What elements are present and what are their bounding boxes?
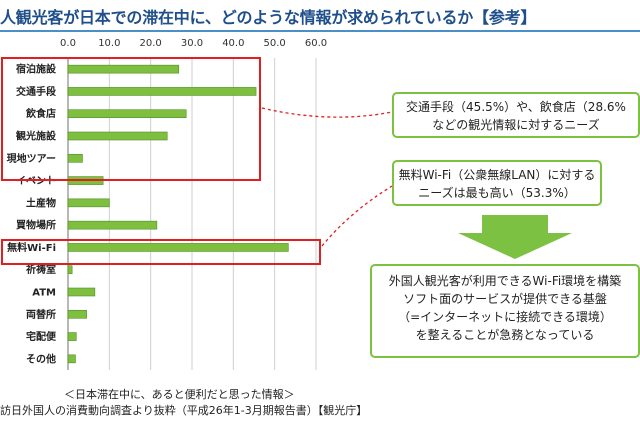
bar (67, 153, 83, 163)
callout-1-line-1: 交通手段（45.5%）や、飲食店（28.6% (406, 100, 626, 114)
source-note: 訪日外国人の消費動向調査より抜粋（平成26年1-3月期報告書）【観光庁】 (0, 404, 368, 417)
chart-caption: ＜日本滞在中に、あると便利だと思った情報＞ (64, 388, 295, 401)
bar (67, 287, 96, 297)
bar (67, 243, 289, 252)
x-tick-label: 10.0 (98, 38, 120, 49)
bar (67, 87, 257, 96)
callout-3-line-4: を整えることが急務となっている (415, 328, 595, 342)
category-label: 買物場所 (16, 219, 56, 232)
bar (67, 309, 87, 319)
category-label: 宅配便 (26, 330, 57, 343)
callout-2-line-2: ニーズは最も高い（53.3%） (418, 186, 576, 200)
category-label: 飲食店 (25, 107, 56, 120)
callout-1-line-2: などの観光情報に対するニーズ (432, 118, 600, 132)
callout-2-line-1: 無料Wi-Fi（公衆無線LAN）に対する (398, 168, 596, 182)
connector-wifi (321, 185, 393, 247)
bar (67, 131, 168, 141)
grid-layer (67, 58, 317, 370)
callout-3-line-3: （=インターネットに接続できる環境） (398, 310, 612, 324)
bar-layer (67, 64, 289, 364)
bar (67, 220, 158, 230)
connector-top (261, 107, 393, 118)
title-rule (0, 30, 640, 32)
bar (67, 64, 180, 74)
x-tick-label: 50.0 (264, 38, 286, 49)
tick-layer: 0.0 10.0 20.0 30.0 40.0 50.0 60.0 (60, 38, 327, 49)
callout-3-line-2: ソフト面のサービスが提供できる基盤 (403, 292, 607, 306)
page-title: 人観光客が日本での滞在中に、どのような情報が求められているか【参考】 (0, 8, 537, 27)
callout-box-2: 無料Wi-Fi（公衆無線LAN）に対する ニーズは最も高い（53.3%） (392, 160, 602, 206)
x-tick-label: 60.0 (305, 38, 327, 49)
highlight-frame-top (1, 57, 261, 181)
category-label: 両替所 (26, 308, 56, 321)
category-label: ATM (32, 288, 56, 299)
category-label: イベント (16, 175, 56, 187)
callout-box-3: 外国人観光客が利用できるWi-Fi環境を構築 ソフト面のサービスが提供できる基盤… (370, 264, 640, 358)
x-tick-label: 40.0 (222, 38, 244, 49)
category-label: 祈祷室 (26, 263, 56, 276)
category-label: 観光施設 (16, 130, 57, 143)
bar (67, 198, 110, 208)
callout-3-line-1: 外国人観光客が利用できるWi-Fi環境を構築 (388, 274, 622, 288)
category-label: 交通手段 (16, 85, 56, 98)
category-label: 無料Wi-Fi (7, 241, 56, 254)
bar (67, 354, 76, 364)
category-label: 現地ツアー (7, 152, 56, 165)
bar (67, 109, 187, 119)
bar (67, 332, 77, 341)
callout-box-1: 交通手段（45.5%）や、飲食店（28.6% などの観光情報に対するニーズ (392, 92, 640, 138)
category-label: 土産物 (26, 196, 56, 209)
x-tick-label: 30.0 (181, 38, 203, 49)
highlight-frame-wifi (1, 239, 321, 265)
bar-chart: 0.0 10.0 20.0 30.0 40.0 50.0 60.0 宿泊施設交通手段飲食店観… (1, 38, 393, 370)
x-tick-label: 20.0 (140, 38, 162, 49)
bar (67, 265, 73, 275)
down-arrow-icon (458, 215, 572, 259)
category-label: その他 (26, 352, 56, 365)
category-label: 宿泊施設 (16, 63, 57, 76)
x-tick-label: 0.0 (60, 38, 76, 49)
